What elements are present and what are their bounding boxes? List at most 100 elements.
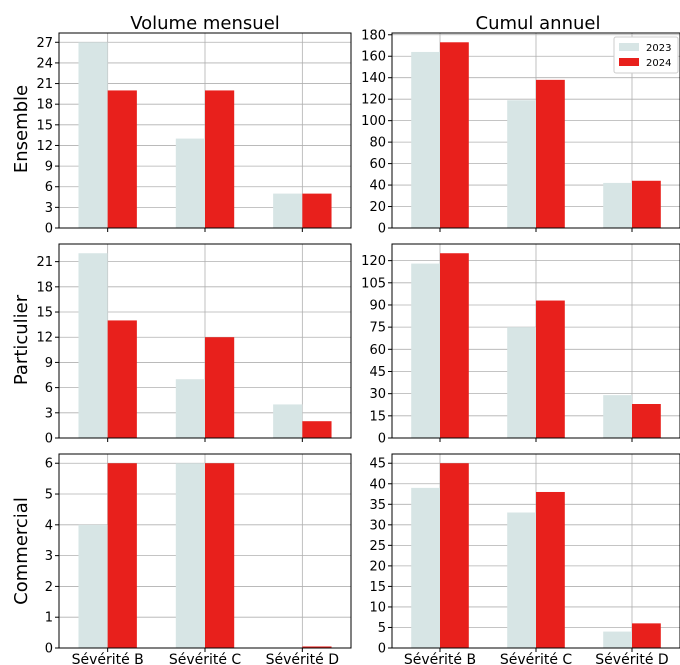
- bar-2024-sévérité-d: [632, 180, 661, 228]
- y-tick-label: 12: [36, 139, 53, 154]
- bar-2024-sévérité-c: [536, 79, 565, 228]
- y-tick-label: 30: [369, 518, 386, 533]
- y-tick-label: 21: [36, 255, 53, 270]
- y-tick-label: 6: [45, 457, 53, 472]
- y-tick-label: 90: [369, 298, 386, 313]
- bar-2023-sévérité-b: [411, 487, 440, 648]
- row-label-ensemble: Ensemble: [11, 85, 32, 173]
- bar-2024-sévérité-b: [440, 42, 469, 229]
- y-tick-label: 35: [369, 498, 386, 513]
- legend-label-2024: 2024: [646, 58, 671, 69]
- bar-2023-sévérité-c: [175, 138, 205, 228]
- y-tick-label: 15: [369, 409, 386, 424]
- panel-commercial-cumul: 0 5 10 15 20 25 30 35 40 45 Sévérité B Sévérité C Sé…: [369, 453, 680, 665]
- column-title-right: Cumul annuel: [476, 13, 601, 34]
- y-tick-label: 160: [361, 50, 386, 65]
- y-tick-label: 6: [45, 381, 53, 396]
- bar-2023-sévérité-b: [78, 253, 108, 438]
- y-tick-label: 18: [36, 98, 53, 113]
- bar-2023-sévérité-b: [78, 524, 108, 648]
- y-tick-label: 2: [45, 580, 53, 595]
- y-tick-label: 0: [378, 222, 386, 237]
- y-tick-label: 27: [36, 36, 53, 51]
- row-label-particulier: Particulier: [11, 294, 32, 385]
- bar-2024-sévérité-c: [205, 90, 235, 228]
- bar-2024-sévérité-b: [107, 320, 137, 438]
- bar-2023-sévérité-c: [507, 327, 536, 438]
- y-tick-label: 40: [369, 477, 386, 492]
- chart-panels: 0369121518212427020406080100120140160180…: [36, 28, 680, 665]
- bar-2023-sévérité-d: [603, 631, 632, 648]
- y-tick-label: 100: [361, 114, 386, 129]
- y-tick-label: 12: [36, 331, 53, 346]
- bar-2024-sévérité-c: [205, 463, 235, 648]
- y-tick-label: 0: [45, 642, 53, 657]
- y-tick-label: 40: [369, 179, 386, 194]
- y-tick-label: 0: [45, 432, 53, 447]
- panel-particulier-cumul: 0 15 30 45 60 75 90 105 120: [361, 243, 680, 447]
- axes-frame: [391, 453, 680, 649]
- legend-swatch-2024: [619, 58, 639, 66]
- axes-frame: [58, 32, 352, 229]
- y-tick-label: 15: [36, 306, 53, 321]
- bar-2023-sévérité-b: [411, 263, 440, 438]
- y-tick-label: 6: [45, 180, 53, 195]
- y-tick-label: 20: [369, 200, 386, 215]
- y-tick-label: 3: [45, 406, 53, 421]
- y-tick-label: 18: [36, 280, 53, 295]
- y-tick-label: 10: [369, 600, 386, 615]
- bar-2023-sévérité-c: [175, 463, 205, 648]
- y-tick-label: 180: [361, 28, 386, 43]
- bar-2023-sévérité-c: [507, 512, 536, 648]
- axes-frame: [391, 32, 680, 229]
- row-label-commercial: Commercial: [11, 497, 32, 605]
- y-tick-label: 30: [369, 387, 386, 402]
- legend-swatch-2023: [619, 43, 639, 51]
- column-title-left: Volume mensuel: [130, 13, 280, 34]
- category-label: Sévérité D: [595, 652, 668, 665]
- legend: 2023 2024: [613, 36, 679, 74]
- panel-commercial-volume: 0 1 2 3 4 5 6 Sévérité B Sévérité C Sévérité D: [45, 453, 352, 665]
- y-tick-label: 0: [45, 222, 53, 237]
- y-tick-label: 120: [361, 254, 386, 269]
- y-tick-label: 0: [378, 432, 386, 447]
- y-tick-label: 1: [45, 611, 53, 626]
- bar-2024-sévérité-b: [440, 253, 469, 438]
- bar-2023-sévérité-b: [411, 51, 440, 229]
- panel-ensemble-cumul: 0 20 40 60 80 100 120 140 160 180 2023 2024: [361, 28, 680, 237]
- y-tick-label: 24: [36, 56, 53, 71]
- y-tick-label: 120: [361, 93, 386, 108]
- y-tick-label: 15: [36, 118, 53, 133]
- category-label: Sévérité B: [404, 652, 476, 665]
- y-tick-label: 3: [45, 201, 53, 216]
- y-tick-label: 20: [369, 559, 386, 574]
- axes-frame: [391, 243, 680, 439]
- y-tick-label: 21: [36, 77, 53, 92]
- y-tick-label: 3: [45, 549, 53, 564]
- y-tick-label: 25: [369, 539, 386, 554]
- bar-2024-sévérité-c: [536, 491, 565, 648]
- category-label: Sévérité C: [500, 652, 573, 665]
- y-tick-label: 105: [361, 276, 386, 291]
- y-tick-label: 9: [45, 160, 53, 175]
- bar-2023-sévérité-d: [603, 182, 632, 228]
- bar-2024-sévérité-d: [632, 404, 661, 438]
- bar-2023-sévérité-c: [175, 379, 205, 438]
- y-tick-label: 5: [378, 621, 386, 636]
- bar-2024-sévérité-c: [205, 337, 235, 438]
- bar-2023-sévérité-d: [273, 193, 303, 228]
- bar-2023-sévérité-b: [78, 42, 108, 229]
- y-tick-label: 5: [45, 488, 53, 503]
- y-tick-label: 80: [369, 136, 386, 151]
- bar-2023-sévérité-d: [603, 395, 632, 438]
- y-tick-label: 4: [45, 518, 53, 533]
- axes-frame: [58, 453, 352, 649]
- bar-2024-sévérité-b: [107, 90, 137, 228]
- category-label: Sévérité D: [266, 652, 339, 665]
- y-tick-label: 45: [369, 365, 386, 380]
- category-label: Sévérité C: [169, 652, 242, 665]
- y-tick-label: 15: [369, 580, 386, 595]
- panel-particulier-volume: 0 3 6 9 12 15 18 21: [36, 243, 352, 447]
- y-tick-label: 60: [369, 157, 386, 172]
- bar-2023-sévérité-c: [507, 100, 536, 228]
